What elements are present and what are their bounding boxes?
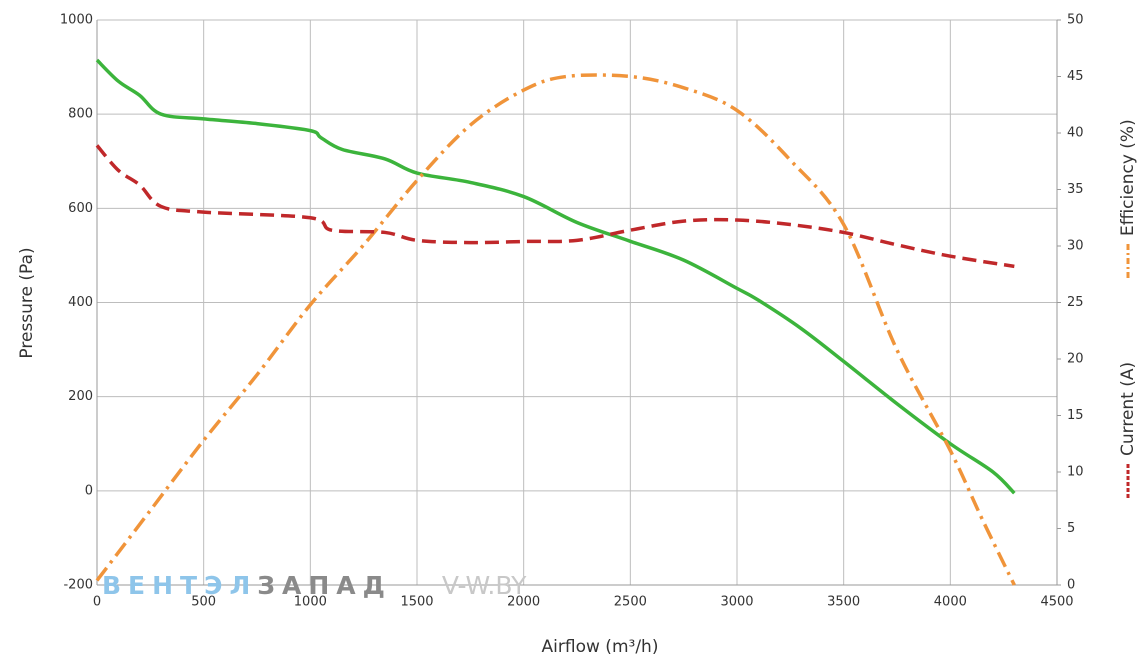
y2-tick-label: 20 <box>1067 352 1084 367</box>
y2-tick-label: 40 <box>1067 126 1084 141</box>
x-tick-label: 1500 <box>400 595 433 610</box>
y-axis-label: Pressure (Pa) <box>17 247 37 358</box>
y2-tick-label: 30 <box>1067 239 1084 254</box>
watermark-part: V-W.BY <box>442 571 527 600</box>
y2-tick-label: 15 <box>1067 408 1084 423</box>
x-tick-label: 2500 <box>614 595 647 610</box>
y2-tick-label: 35 <box>1067 182 1084 197</box>
series-line <box>95 58 1016 495</box>
y-tick-label: -200 <box>63 578 93 593</box>
y-tick-label: 800 <box>68 107 93 122</box>
watermark: ВЕНТЭЛЗАПАД V-W.BY <box>102 571 527 600</box>
y2-tick-label: 5 <box>1067 521 1075 536</box>
y-tick-label: 200 <box>68 389 93 404</box>
legend-entry: Current (A) <box>1118 362 1138 498</box>
x-tick-label: 2000 <box>507 595 540 610</box>
y-tick-label: 400 <box>68 295 93 310</box>
x-axis-label: Airflow (m³/h) <box>542 637 659 657</box>
x-tick-label: 3500 <box>827 595 860 610</box>
x-tick-label: 500 <box>191 595 216 610</box>
x-tick-label: 0 <box>93 595 101 610</box>
legend-label: Efficiency (%) <box>1118 119 1138 236</box>
y2-tick-label: 10 <box>1067 465 1084 480</box>
x-tick-label: 4500 <box>1040 595 1073 610</box>
y2-tick-label: 50 <box>1067 13 1084 28</box>
legend-entry: Efficiency (%) <box>1118 119 1138 278</box>
legend-label: Current (A) <box>1118 362 1138 456</box>
series-line <box>95 73 1016 586</box>
y2-tick-label: 0 <box>1067 578 1075 593</box>
y-tick-label: 0 <box>85 483 93 498</box>
x-tick-label: 1000 <box>294 595 327 610</box>
y-tick-label: 600 <box>68 201 93 216</box>
watermark-part: ЗАПАД <box>257 571 392 600</box>
series-line <box>95 144 1015 269</box>
x-tick-label: 3000 <box>720 595 753 610</box>
x-tick-label: 4000 <box>934 595 967 610</box>
y2-tick-label: 45 <box>1067 69 1084 84</box>
y2-tick-label: 25 <box>1067 295 1084 310</box>
y-tick-label: 1000 <box>60 13 93 28</box>
watermark-part: ВЕНТЭЛ <box>102 571 257 600</box>
